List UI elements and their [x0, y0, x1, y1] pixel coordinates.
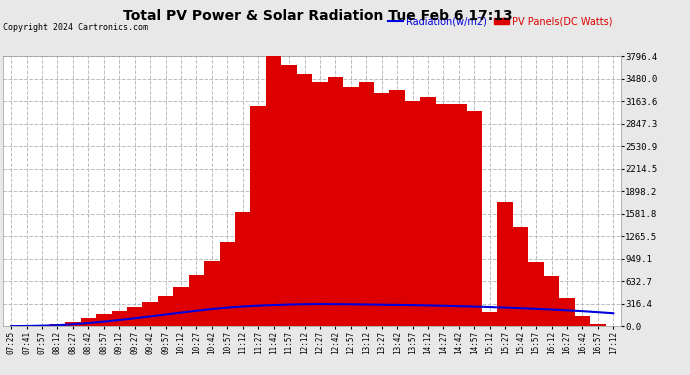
Bar — [65, 322, 81, 326]
Bar — [529, 262, 544, 326]
Bar — [328, 77, 343, 326]
Bar — [188, 275, 204, 326]
Bar — [436, 104, 451, 326]
Bar — [374, 93, 389, 326]
Bar — [312, 82, 328, 326]
Bar — [389, 90, 405, 326]
Bar — [204, 261, 219, 326]
Bar — [343, 87, 359, 326]
Bar — [405, 101, 420, 326]
Bar — [81, 318, 96, 326]
Bar — [112, 311, 127, 326]
Bar — [497, 202, 513, 326]
Bar — [158, 296, 173, 326]
Bar — [466, 111, 482, 326]
Bar — [420, 97, 436, 326]
Text: Copyright 2024 Cartronics.com: Copyright 2024 Cartronics.com — [3, 22, 148, 32]
Bar — [173, 287, 189, 326]
Bar — [127, 308, 142, 326]
Bar — [50, 324, 65, 326]
Bar — [96, 314, 112, 326]
Bar — [513, 226, 529, 326]
Legend: Radiation(w/m2), PV Panels(DC Watts): Radiation(w/m2), PV Panels(DC Watts) — [384, 12, 616, 30]
Bar — [544, 276, 559, 326]
Text: Total PV Power & Solar Radiation Tue Feb 6 17:13: Total PV Power & Solar Radiation Tue Feb… — [123, 9, 512, 23]
Bar — [482, 312, 497, 326]
Bar — [142, 302, 158, 326]
Bar — [266, 56, 282, 326]
Bar — [359, 82, 374, 326]
Bar — [559, 298, 575, 326]
Bar — [250, 106, 266, 326]
Bar — [235, 213, 250, 326]
Bar — [282, 64, 297, 326]
Bar — [451, 104, 466, 326]
Bar — [590, 324, 606, 326]
Bar — [219, 242, 235, 326]
Bar — [575, 316, 590, 326]
Bar — [297, 74, 312, 326]
